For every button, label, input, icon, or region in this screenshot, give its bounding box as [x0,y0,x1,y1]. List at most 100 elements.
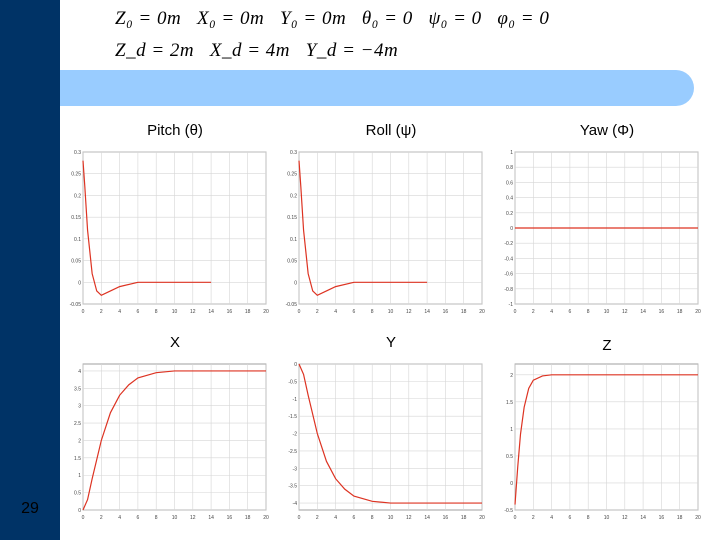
y-tick-label: 0.8 [506,165,513,171]
plot-title-y: Y [385,334,396,351]
x-tick-label: 14 [640,309,646,315]
y-tick-label: 0.1 [290,237,297,243]
slide-number: 29 [21,500,39,517]
x-tick-label: 20 [263,309,269,315]
x-tick-label: 12 [622,515,628,521]
chart-svg: 0 2 4 6 8 10 12 14 16 18 20-0.0500.050.10.150.20.2… [286,150,485,315]
x-tick-label: 20 [263,515,269,521]
plot-title-roll: Roll (ψ) [365,122,417,139]
series-line [298,160,428,297]
x-tick-label: 8 [371,309,374,315]
initial-conditions-equation: Z₀ = 0m X₀ = 0m Y₀ = 0m θ₀ = 0 ψ₀ = 0 φ₀… [115,8,550,29]
y-tick-label: -2.5 [288,449,297,455]
y-tick-label: 1.5 [74,456,81,462]
chart-svg: 0 2 4 6 8 10 12 14 16 18 20 -4 -3.5 -3 -2.5 -2 -1.5 -1 -0.… [288,362,485,521]
x-tick-label: 16 [443,515,449,521]
x-tick-label: 2 [532,309,535,315]
y-tick-label: -1 [293,397,298,403]
x-tick-label: 0 [298,309,301,315]
x-tick-label: 6 [569,309,572,315]
x-tick-label: 0 [82,309,85,315]
x-tick-label: 18 [677,515,683,521]
y-tick-label: -2 [293,432,298,438]
z-chart: 0 2 4 6 8 10 12 14 16 18 20 -0.5 0 0.5 1 1.5 2 [497,360,702,522]
y-tick-label: 0.5 [74,491,81,497]
y-tick-label: 4 [78,369,81,375]
y-tick-label: 1 [510,150,513,156]
left-sidebar [0,0,60,540]
x-tick-label: 2 [532,515,535,521]
x-tick-label: 8 [587,515,590,521]
x-tick-label: 8 [371,515,374,521]
y-tick-label: 0 [78,508,81,514]
y-tick-label: 0.4 [506,196,513,202]
x-tick-label: 16 [227,309,233,315]
x-tick-label: 10 [604,309,610,315]
x-tick-label: 6 [569,515,572,521]
plot-title-x: X [169,334,180,351]
plot-title-yaw: Yaw (Φ) [579,122,635,139]
y-tick-label: -0.4 [504,256,513,262]
x-tick-label: 2 [316,515,319,521]
chart-svg: 0 2 4 6 8 10 12 14 16 18 20 0 0.5 1 1.5 2 2.5 3 3.5 4 [74,363,269,521]
y-tick-label: 0.2 [506,211,513,217]
x-tick-label: 6 [137,515,140,521]
desired-position-equation: Z_d = 2m X_d = 4m Y_d = −4m [115,40,399,61]
y-tick-label: 0 [78,280,81,286]
y-tick-label: -1 [509,302,514,308]
x-tick-label: 10 [604,515,610,521]
x-tick-label: 18 [245,515,251,521]
y-tick-label: 0.25 [287,172,297,178]
y-tick-label: 0.5 [506,454,513,460]
x-tick-label: 20 [479,309,485,315]
pitch-chart: 0 2 4 6 8 10 12 14 16 18 20 -0.05 0 0.05 0.1 0.15 0.2 0.2… [65,148,270,316]
chart-svg: 0 2 4 6 8 10 12 14 16 18 20-0.500.511.52 [504,363,701,521]
x-tick-label: 4 [550,515,553,521]
y-tick-label: -1.5 [288,414,297,420]
x-tick-label: 2 [316,309,319,315]
y-tick-label: 0.3 [74,150,81,156]
y-tick-label: 2 [78,438,81,444]
x-tick-label: 6 [353,515,356,521]
x-tick-label: 20 [479,515,485,521]
y-tick-label: 3 [78,404,81,410]
x-tick-label: 0 [82,515,85,521]
x-tick-label: 0 [514,515,517,521]
y-chart: 0 2 4 6 8 10 12 14 16 18 20 -4 -3.5 -3 -2.5 -2 -1.5 -1 -0.… [281,360,486,522]
x-tick-label: 18 [245,309,251,315]
series-line [82,160,212,297]
x-tick-label: 4 [550,309,553,315]
y-tick-label: 0 [510,481,513,487]
x-tick-label: 10 [172,515,178,521]
x-tick-label: 18 [461,515,467,521]
x-tick-label: 4 [118,515,121,521]
plot-title-z: Z [602,337,612,354]
x-tick-label: 12 [190,309,196,315]
x-tick-label: 20 [695,515,701,521]
series-line [298,363,482,504]
y-tick-label: 0 [510,226,513,232]
y-tick-label: -0.05 [70,302,82,308]
y-tick-label: -3 [293,466,298,472]
x-tick-label: 16 [227,515,233,521]
x-tick-label: 10 [388,515,394,521]
y-tick-label: 0.6 [506,180,513,186]
y-tick-label: 0.1 [74,237,81,243]
y-tick-label: 0.05 [71,259,81,265]
yaw-chart: 0 2 4 6 8 10 12 14 16 18 20 -1 -0.8 -0.6 -0.4 -0.2 0 0.2 0… [497,148,702,316]
y-tick-label: 0 [294,280,297,286]
x-tick-label: 20 [695,309,701,315]
chart-svg: 0 2 4 6 8 10 12 14 16 18 20 -1 -0.8 -0.6 -0.4 -0.2 0 0.2 0… [504,150,701,315]
roll-chart: 0 2 4 6 8 10 12 14 16 18 20 -0.05 0 0.05 0.1 0.15 0.2 0.2… [281,148,486,316]
x-tick-label: 14 [424,515,430,521]
y-tick-label: -0.5 [288,379,297,385]
y-tick-label: 0.2 [290,193,297,199]
y-tick-label: 0.05 [287,259,297,265]
y-tick-label: 2.5 [74,421,81,427]
x-tick-label: 8 [587,309,590,315]
y-tick-label: 0.25 [71,172,81,178]
x-tick-label: 6 [353,309,356,315]
x-tick-label: 16 [443,309,449,315]
series-line [514,374,698,505]
y-tick-label: 0 [294,362,297,368]
